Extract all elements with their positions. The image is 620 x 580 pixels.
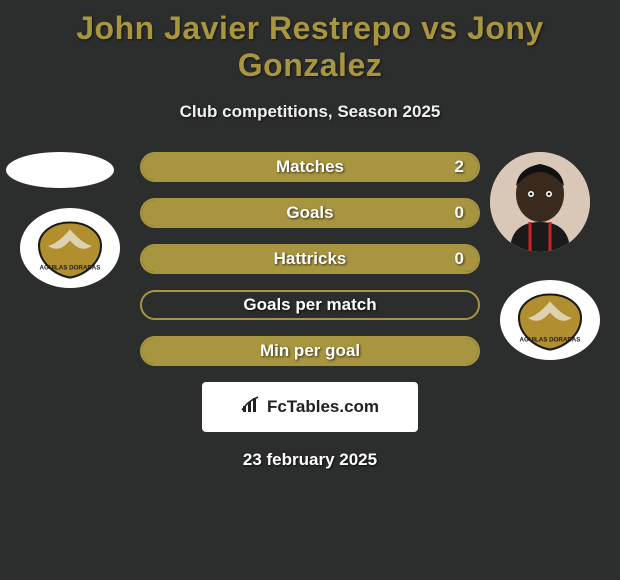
svg-text:AGUILAS DORADAS: AGUILAS DORADAS xyxy=(520,336,581,343)
stat-label: Min per goal xyxy=(142,338,478,364)
stat-row-hattricks: Hattricks 0 xyxy=(140,244,480,274)
stat-label: Goals xyxy=(142,200,478,226)
stat-value-right: 2 xyxy=(455,154,464,180)
player2-club-crest: AGUILAS DORADAS xyxy=(500,280,600,360)
svg-text:AGUILAS DORADAS: AGUILAS DORADAS xyxy=(40,264,101,271)
comparison-content: AGUILAS DORADAS AGUILAS DORADAS Match xyxy=(0,152,620,492)
date-label: 23 february 2025 xyxy=(0,450,620,470)
subtitle: Club competitions, Season 2025 xyxy=(0,102,620,122)
stat-row-goals: Goals 0 xyxy=(140,198,480,228)
eagle-crest-icon: AGUILAS DORADAS xyxy=(515,289,585,351)
page-title: John Javier Restrepo vs Jony Gonzalez xyxy=(0,0,620,84)
stat-row-goals-per-match: Goals per match xyxy=(140,290,480,320)
stat-label: Goals per match xyxy=(142,292,478,318)
stat-row-min-per-goal: Min per goal xyxy=(140,336,480,366)
player-photo-icon xyxy=(490,152,590,252)
chart-icon xyxy=(241,396,261,419)
stat-value-right: 0 xyxy=(455,200,464,226)
stat-label: Matches xyxy=(142,154,478,180)
player1-club-crest: AGUILAS DORADAS xyxy=(20,208,120,288)
stat-bars: Matches 2 Goals 0 Hattricks 0 Goals per … xyxy=(140,152,480,382)
stat-value-right: 0 xyxy=(455,246,464,272)
brand-badge[interactable]: FcTables.com xyxy=(202,382,418,432)
brand-label: FcTables.com xyxy=(267,397,379,417)
stat-label: Hattricks xyxy=(142,246,478,272)
stat-row-matches: Matches 2 xyxy=(140,152,480,182)
player2-avatar xyxy=(490,152,590,252)
player1-avatar xyxy=(6,152,114,188)
eagle-crest-icon: AGUILAS DORADAS xyxy=(35,217,105,279)
